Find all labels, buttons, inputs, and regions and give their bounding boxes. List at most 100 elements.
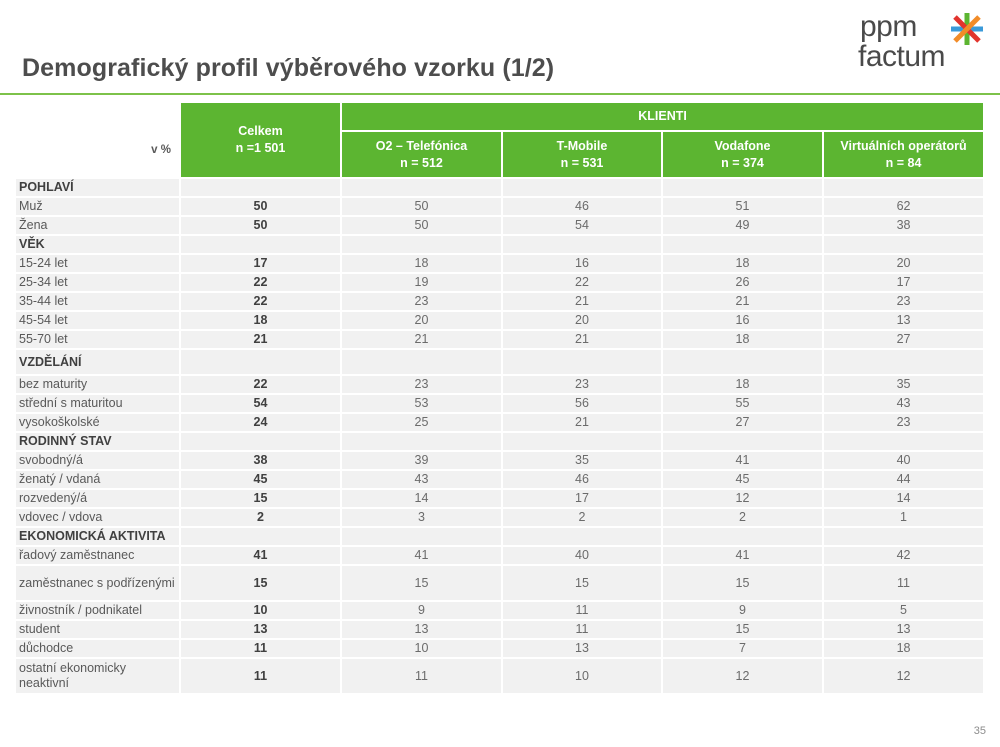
cell-value: 5 — [822, 600, 984, 619]
cell-total: 17 — [179, 253, 340, 272]
cell-value: 26 — [661, 272, 822, 291]
row-label: 35-44 let — [16, 291, 179, 310]
cell-value — [340, 177, 501, 196]
table-row: 25-34 let 22 19 22 26 17 — [16, 272, 984, 291]
column-header-name: Virtuálních operátorů — [840, 138, 967, 153]
column-header-total: Celkem n =1 501 — [179, 103, 340, 177]
logo-text-factum: factum — [858, 40, 946, 73]
row-label: důchodce — [16, 638, 179, 657]
cell-value: 62 — [822, 196, 984, 215]
table-row: vysokoškolské 24 25 21 27 23 — [16, 412, 984, 431]
cell-value: 23 — [822, 412, 984, 431]
cell-value: 46 — [501, 196, 661, 215]
cell-value — [340, 348, 501, 374]
row-label: 25-34 let — [16, 272, 179, 291]
section-header-row: VĚK — [16, 234, 984, 253]
cell-value: 13 — [501, 638, 661, 657]
cell-value: 41 — [661, 450, 822, 469]
cell-total: 50 — [179, 196, 340, 215]
cell-value: 21 — [661, 291, 822, 310]
cell-value: 53 — [340, 393, 501, 412]
row-label: student — [16, 619, 179, 638]
column-header-t-mobile: T-Mobile n = 531 — [501, 132, 661, 177]
section-label: POHLAVÍ — [16, 177, 179, 196]
cell-total: 13 — [179, 619, 340, 638]
column-header-name: O2 – Telefónica — [375, 138, 468, 153]
cell-total: 45 — [179, 469, 340, 488]
table-row: řadový zaměstnanec 41 41 40 41 42 — [16, 545, 984, 564]
cell-value — [822, 431, 984, 450]
cell-value: 22 — [501, 272, 661, 291]
table-row: student 13 13 11 15 13 — [16, 619, 984, 638]
cell-value: 12 — [661, 488, 822, 507]
column-header-name: Vodafone — [714, 138, 771, 153]
column-header-total-name: Celkem — [238, 124, 283, 138]
table-row: ostatní ekonomicky neaktivní 11 11 10 12 12 — [16, 657, 984, 693]
cell-total: 2 — [179, 507, 340, 526]
cell-value: 21 — [501, 329, 661, 348]
cell-value: 50 — [340, 215, 501, 234]
group-header-klienti: KLIENTI — [340, 103, 984, 132]
cell-value: 42 — [822, 545, 984, 564]
cell-value: 23 — [340, 374, 501, 393]
cell-value: 40 — [501, 545, 661, 564]
section-label: VĚK — [16, 234, 179, 253]
cell-value: 11 — [501, 619, 661, 638]
row-label: 45-54 let — [16, 310, 179, 329]
cell-value: 13 — [340, 619, 501, 638]
cell-total: 10 — [179, 600, 340, 619]
table-row: 35-44 let 22 23 21 21 23 — [16, 291, 984, 310]
cell-value: 23 — [501, 374, 661, 393]
table-row: Muž 50 50 46 51 62 — [16, 196, 984, 215]
cell-value: 7 — [661, 638, 822, 657]
table-row: Žena 50 50 54 49 38 — [16, 215, 984, 234]
cell-value — [501, 177, 661, 196]
column-header-vodafone: Vodafone n = 374 — [661, 132, 822, 177]
cell-value — [501, 234, 661, 253]
table-row: střední s maturitou 54 53 56 55 43 — [16, 393, 984, 412]
cell-total: 24 — [179, 412, 340, 431]
cell-value: 12 — [822, 657, 984, 693]
cell-value: 11 — [340, 657, 501, 693]
cell-value: 17 — [501, 488, 661, 507]
cell-value — [822, 348, 984, 374]
cell-total: 41 — [179, 545, 340, 564]
cell-total — [179, 526, 340, 545]
cell-value: 46 — [501, 469, 661, 488]
cell-value: 9 — [340, 600, 501, 619]
cell-value — [822, 526, 984, 545]
cell-total — [179, 234, 340, 253]
table-row: ženatý / vdaná 45 43 46 45 44 — [16, 469, 984, 488]
cell-value: 41 — [661, 545, 822, 564]
asterisk-star-icon — [951, 13, 983, 45]
cell-value: 2 — [501, 507, 661, 526]
cell-value: 14 — [822, 488, 984, 507]
cell-value: 56 — [501, 393, 661, 412]
cell-total: 18 — [179, 310, 340, 329]
cell-value: 18 — [661, 374, 822, 393]
cell-value — [661, 431, 822, 450]
cell-value: 18 — [661, 253, 822, 272]
cell-value: 10 — [340, 638, 501, 657]
cell-value: 15 — [340, 564, 501, 600]
title-divider — [0, 93, 1000, 95]
cell-value: 17 — [822, 272, 984, 291]
cell-total: 22 — [179, 291, 340, 310]
cell-total: 15 — [179, 564, 340, 600]
cell-value: 41 — [340, 545, 501, 564]
column-header-n: n = 512 — [400, 155, 443, 170]
section-header-row: POHLAVÍ — [16, 177, 984, 196]
cell-value — [340, 526, 501, 545]
row-label: 55-70 let — [16, 329, 179, 348]
cell-value: 51 — [661, 196, 822, 215]
cell-value: 2 — [661, 507, 822, 526]
cell-value: 40 — [822, 450, 984, 469]
table-row: bez maturity 22 23 23 18 35 — [16, 374, 984, 393]
cell-value: 25 — [340, 412, 501, 431]
cell-value: 20 — [822, 253, 984, 272]
cell-value — [661, 234, 822, 253]
row-label: svobodný/á — [16, 450, 179, 469]
section-label: RODINNÝ STAV — [16, 431, 179, 450]
cell-value — [501, 526, 661, 545]
cell-value: 45 — [661, 469, 822, 488]
